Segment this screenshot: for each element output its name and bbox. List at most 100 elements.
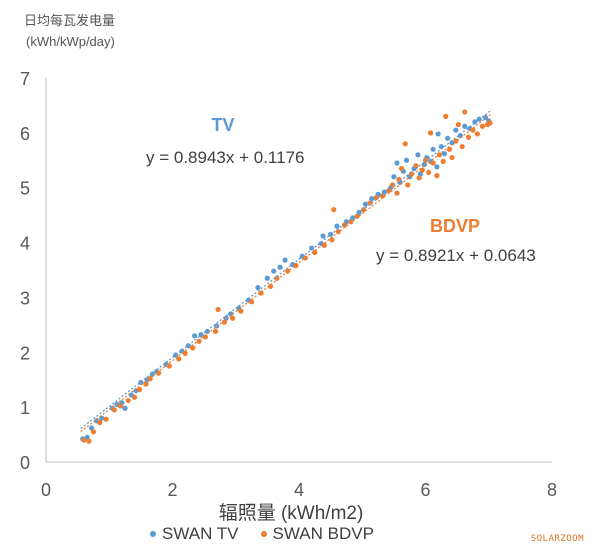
data-point-bdvp [405,182,411,188]
data-point-bdvp [416,175,422,181]
legend-label-tv: SWAN TV [162,524,239,543]
data-point-bdvp [341,222,348,228]
data-point-tv [445,135,451,141]
y-tick-label: 1 [20,398,30,418]
data-point-bdvp [462,109,468,115]
data-point-tv [462,123,468,129]
data-point-bdvp [182,350,188,356]
y-tick-label: 5 [20,179,30,199]
x-tick-label: 6 [420,480,430,500]
data-point-tv [441,151,448,157]
legend-marker-bdvp [260,531,267,537]
data-point-bdvp [248,299,255,305]
trendline-bdvp [80,112,493,433]
data-point-tv [255,284,261,291]
legend-item-bdvp: SWAN BDVP [260,524,374,544]
y-tick-label: 4 [20,234,30,254]
data-point-tv [334,223,340,229]
legend: SWAN TV SWAN BDVP [150,524,374,544]
data-point-bdvp [430,160,436,166]
legend-label-bdvp: SWAN BDVP [272,524,374,543]
data-point-tv [271,268,277,274]
data-point-bdvp [176,356,182,362]
data-point-tv [434,164,440,170]
y-tick-label: 0 [20,453,30,473]
data-point-bdvp [422,157,429,163]
data-point-tv [403,157,410,163]
data-point-bdvp [111,407,117,413]
data-point-bdvp [470,127,476,133]
trendline-label-tv: TV [211,115,234,135]
data-point-tv [149,371,155,377]
data-point-tv [282,257,288,263]
data-point-bdvp [81,437,87,443]
data-point-bdvp [103,416,109,422]
y-tick-label: 6 [20,124,30,144]
data-point-bdvp [455,122,461,128]
data-point-bdvp [229,315,236,321]
data-point-tv [88,425,95,431]
trendline-label-bdvp: BDVP [430,216,480,236]
data-point-tv [122,405,128,411]
data-point-bdvp [373,194,379,201]
data-point-tv [277,264,283,270]
data-point-bdvp [131,394,138,400]
y-axis-label-line1: 日均每瓦发电量 [24,13,116,28]
data-point-bdvp [212,328,219,335]
data-point-bdvp [449,154,455,161]
trendline-equation-tv: y = 0.8943x + 0.1176 [146,148,304,167]
data-point-tv [435,131,441,137]
data-point-bdvp [90,429,97,435]
data-point-bdvp [367,200,373,206]
x-tick-label: 4 [294,480,304,500]
data-point-bdvp [118,403,124,409]
x-tick-label: 2 [167,480,177,500]
data-point-bdvp [487,120,493,126]
data-point-tv [309,245,315,251]
data-point-bdvp [321,242,327,248]
data-point-bdvp [97,419,103,426]
data-point-tv [482,114,489,121]
data-point-bdvp [474,131,480,137]
data-point-bdvp [190,345,196,351]
data-point-tv [430,146,436,152]
data-point-tv [264,275,270,281]
data-point-bdvp [440,158,446,164]
data-point-bdvp [398,165,405,172]
data-point-bdvp [427,130,434,136]
data-point-tv [192,333,198,339]
data-point-bdvp [465,134,472,140]
data-point-bdvp [125,397,131,404]
y-tick-label: 3 [20,288,30,308]
data-point-tv [394,160,400,166]
data-point-tv [453,127,459,133]
data-point-tv [362,201,369,207]
data-point-bdvp [267,283,274,290]
data-point-bdvp [394,190,400,196]
x-tick-label: 8 [547,480,557,500]
trendline-tv [80,109,493,430]
data-point-bdvp [86,438,92,444]
data-point-bdvp [331,207,337,213]
trendline-equation-bdvp: y = 0.8921x + 0.0643 [376,246,536,265]
y-axis-label-line2: (kWh/kWp/day) [26,34,115,49]
data-point-bdvp [413,163,419,169]
data-point-bdvp [402,141,408,147]
y-tick-label: 2 [20,343,30,363]
data-point-bdvp [479,123,486,129]
x-axis-title: 辐照量 (kWh/m2) [219,502,364,524]
data-point-bdvp [379,193,386,199]
data-point-bdvp [215,306,221,313]
data-point-tv [369,196,375,202]
data-point-bdvp [459,143,465,150]
data-point-tv [320,233,326,239]
data-point-bdvp [155,370,162,376]
data-point-tv [381,189,387,195]
legend-marker-tv [150,531,156,537]
x-tick-label: 0 [41,480,51,500]
legend-item-tv: SWAN TV [150,524,239,544]
data-point-bdvp [434,173,440,179]
data-point-bdvp [426,169,432,175]
data-point-bdvp [196,338,202,344]
